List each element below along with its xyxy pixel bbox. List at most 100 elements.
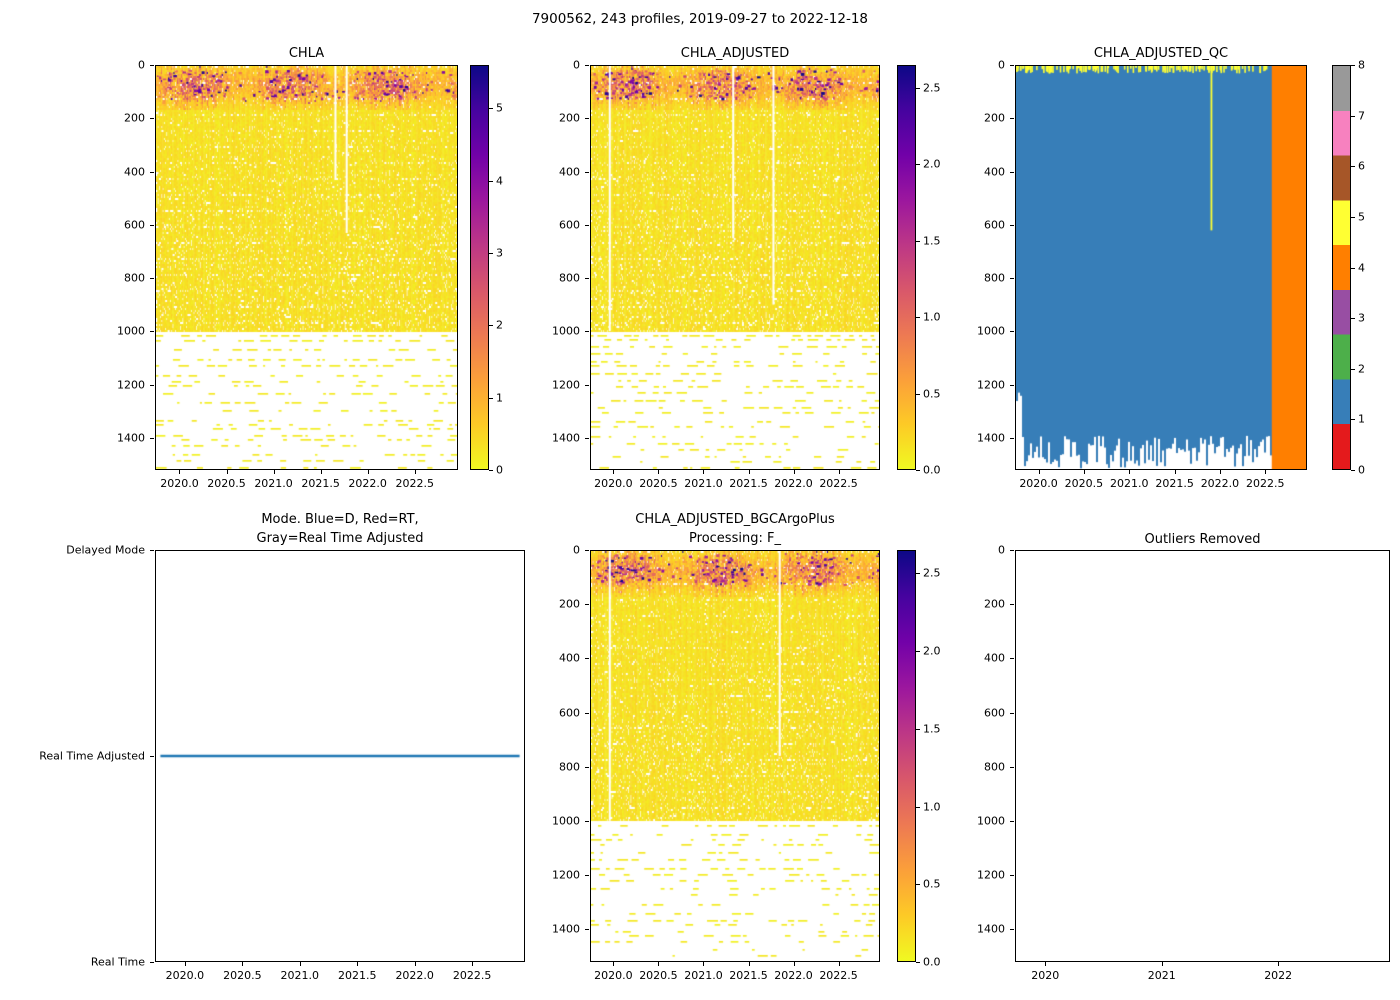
chla-adjusted-colorbar [897, 65, 916, 470]
x-tick-mark [1174, 470, 1176, 474]
colorbar-tick-label: 1.5 [923, 234, 941, 248]
y-tick-label: 400 [559, 651, 580, 665]
outliers-removed-plot [1015, 550, 1390, 962]
x-tick-mark [1129, 470, 1131, 474]
y-tick-mark [585, 821, 589, 823]
colorbar-tick-label: 0 [496, 463, 503, 477]
y-tick-mark [585, 171, 589, 173]
y-tick-mark [1010, 712, 1014, 714]
y-tick-mark [150, 118, 154, 120]
chla-adjusted-heatmap-canvas [591, 66, 879, 469]
x-tick-label: 2022.0 [395, 969, 434, 982]
y-tick-label: 800 [984, 271, 1005, 285]
y-tick-label: 600 [559, 706, 580, 720]
x-tick-label: 2020.5 [223, 969, 262, 982]
y-tick-mark [1010, 224, 1014, 226]
colorbar-tick-label: 0.0 [923, 463, 941, 477]
y-tick-label: 1400 [552, 431, 580, 445]
colorbar-tick-label: 7 [1358, 109, 1365, 123]
x-tick-mark [613, 962, 615, 966]
colorbar-tick-mark [1351, 318, 1355, 320]
y-tick-mark [585, 438, 589, 440]
x-tick-label: 2022.5 [819, 477, 858, 490]
x-tick-mark [273, 470, 275, 474]
colorbar-tick-mark [916, 651, 920, 653]
y-tick-label: 800 [559, 760, 580, 774]
y-tick-label: 1400 [977, 922, 1005, 936]
y-tick-mark [150, 438, 154, 440]
y-tick-mark [585, 712, 589, 714]
figure-title: 7900562, 243 profiles, 2019-09-27 to 202… [531, 11, 869, 27]
x-tick-mark [184, 962, 186, 966]
y-tick-label: 200 [559, 111, 580, 125]
subplot-title-mode: Mode. Blue=D, Red=RT, Gray=Real Time Adj… [256, 512, 424, 546]
y-tick-mark [150, 65, 154, 66]
colorbar-tick-label: 2 [1358, 362, 1365, 376]
x-tick-label: 2020.0 [165, 969, 205, 982]
colorbar-tick-mark [916, 164, 920, 166]
x-tick-mark [703, 962, 705, 966]
y-tick-mark [1010, 821, 1014, 823]
y-tick-label: 1400 [977, 431, 1005, 445]
colorbar-tick-mark [916, 884, 920, 886]
x-tick-mark [748, 470, 750, 474]
colorbar-tick-mark [1351, 419, 1355, 421]
colorbar-tick-mark [916, 470, 920, 471]
y-tick-label: 1400 [117, 431, 145, 445]
x-tick-mark [1219, 470, 1221, 474]
x-tick-mark [1038, 470, 1040, 474]
x-tick-label: 2021 [1147, 969, 1176, 982]
y-tick-mark [1010, 171, 1014, 173]
y-tick-mark [150, 550, 154, 551]
y-tick-label: 0 [573, 58, 580, 72]
colorbar-tick-label: 1 [1358, 412, 1365, 426]
colorbar-tick-mark [489, 180, 493, 182]
colorbar-tick-label: 2.5 [923, 566, 941, 580]
colorbar-tick-label: 1.0 [923, 310, 941, 324]
x-tick-mark [414, 470, 416, 474]
y-tick-mark [1010, 278, 1014, 280]
x-tick-label: 2022.0 [774, 969, 813, 982]
colorbar-tick-label: 2.0 [923, 644, 941, 658]
y-tick-mark [1010, 929, 1014, 931]
colorbar-tick-label: 2.0 [923, 157, 941, 171]
x-tick-label: 2020.5 [639, 477, 678, 490]
y-tick-label: 1200 [117, 378, 145, 392]
x-tick-label: 2022.5 [452, 969, 492, 982]
x-tick-label: 2020.0 [594, 477, 633, 490]
qc-colorbar [1332, 65, 1351, 470]
colorbar-tick-mark [1351, 267, 1355, 269]
y-tick-label: 1200 [977, 378, 1005, 392]
subplot-title-chla-adjusted: CHLA_ADJUSTED [680, 46, 790, 61]
y-tick-mark [1010, 118, 1014, 120]
y-tick-label: 1200 [552, 378, 580, 392]
y-tick-label: 800 [984, 760, 1005, 774]
y-tick-mark [585, 331, 589, 333]
y-tick-label: 800 [124, 271, 145, 285]
colorbar-tick-mark [916, 317, 920, 319]
x-tick-label: 2021.5 [729, 477, 768, 490]
y-tick-mark [1010, 875, 1014, 877]
y-tick-mark [150, 962, 154, 963]
y-tick-label: 1000 [977, 814, 1005, 828]
y-tick-label: 600 [984, 706, 1005, 720]
bgc-heatmap-plot [590, 550, 880, 962]
x-tick-mark [357, 962, 359, 966]
colorbar-tick-mark [489, 108, 493, 110]
x-tick-label: 2021.5 [729, 969, 768, 982]
colorbar-tick-mark [489, 397, 493, 399]
colorbar-tick-label: 2 [496, 318, 503, 332]
y-tick-label: 600 [984, 218, 1005, 232]
colorbar-tick-label: 0.0 [923, 955, 941, 969]
colorbar-tick-mark [489, 325, 493, 327]
y-tick-mark [1010, 331, 1014, 333]
mode-line-plot [155, 550, 525, 962]
y-tick-label: Real Time [90, 955, 145, 969]
x-tick-label: 2020.5 [639, 969, 678, 982]
x-tick-mark [838, 962, 840, 966]
x-tick-mark [1278, 962, 1280, 966]
y-tick-label: 1000 [552, 814, 580, 828]
x-tick-label: 2022.0 [1200, 477, 1240, 490]
